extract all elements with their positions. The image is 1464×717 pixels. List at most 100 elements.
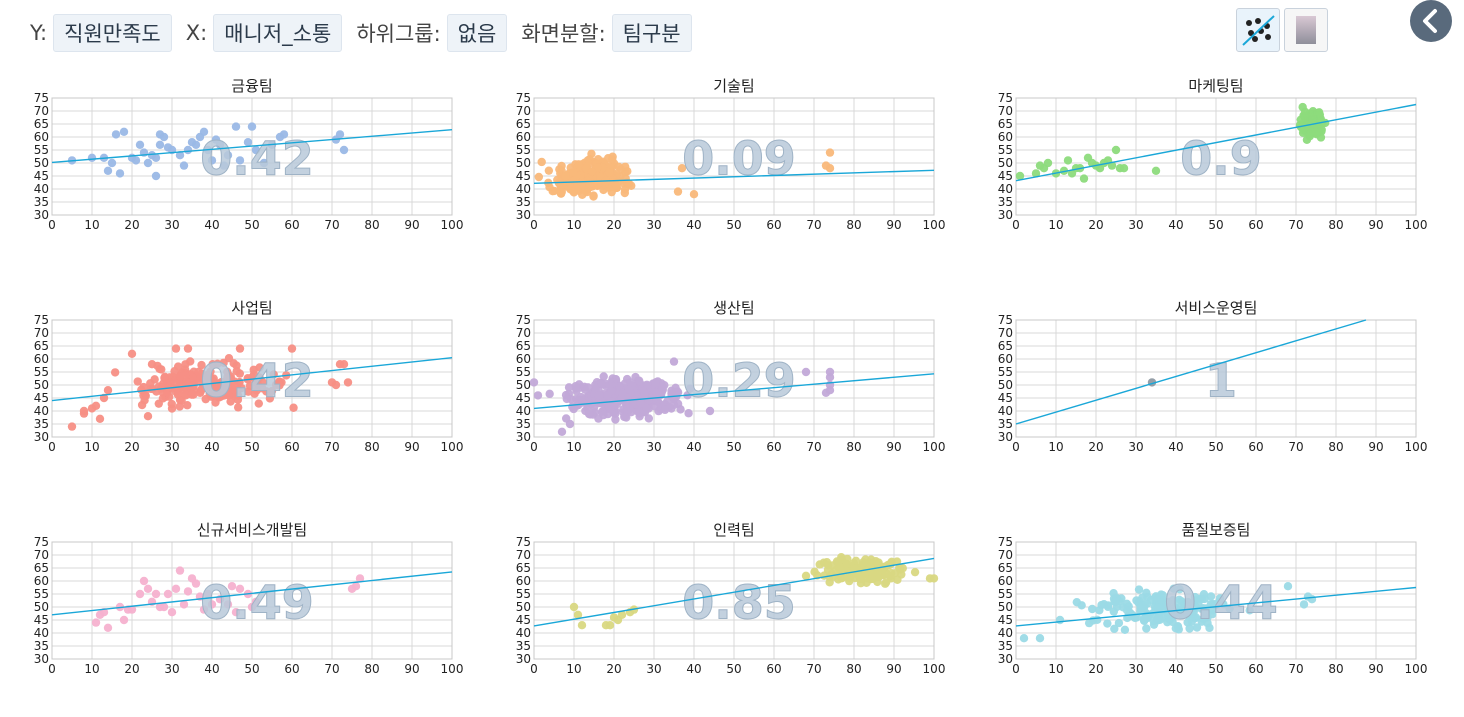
data-point: [287, 344, 297, 353]
data-point: [1095, 606, 1104, 615]
data-point: [1200, 594, 1209, 604]
data-point: [339, 360, 349, 369]
data-point: [219, 358, 228, 368]
plot-frame: [533, 541, 935, 660]
subgroup-select[interactable]: 없음: [446, 14, 508, 52]
data-point: [163, 589, 173, 599]
data-point: [533, 391, 543, 400]
data-point: [589, 191, 598, 200]
x-tick-label: 50: [726, 218, 741, 232]
back-button[interactable]: [1410, 0, 1452, 42]
x-variable-select[interactable]: 매니저_소통: [213, 14, 343, 52]
data-point: [235, 584, 245, 593]
y-tick-label: 50: [516, 600, 531, 614]
data-point: [226, 372, 235, 381]
trend-line: [51, 357, 453, 402]
data-point: [1149, 620, 1159, 629]
y-tick-label: 30: [516, 430, 531, 444]
data-point: [159, 132, 169, 142]
data-point: [1015, 171, 1025, 181]
data-point: [1059, 166, 1069, 175]
trend-line: [1015, 586, 1417, 627]
y-tick-label: 35: [34, 639, 49, 653]
data-point: [866, 574, 875, 584]
gradient-button[interactable]: [1284, 8, 1328, 52]
correlation-label: 0.9: [1180, 132, 1262, 186]
data-point: [555, 165, 564, 174]
y-tick-label: 35: [34, 417, 49, 431]
data-point: [1109, 607, 1119, 616]
data-point: [636, 398, 645, 408]
y-tick-label: 50: [34, 156, 49, 170]
x-tick-label: 80: [1328, 662, 1343, 676]
data-point: [910, 567, 920, 577]
y-tick-label: 55: [998, 143, 1013, 157]
y-tick-label: 50: [998, 156, 1013, 170]
data-point: [111, 130, 121, 139]
data-point: [197, 384, 207, 394]
data-point: [658, 385, 667, 395]
data-point: [1132, 596, 1141, 605]
y-tick-label: 35: [516, 195, 531, 209]
y-tick-label: 55: [516, 365, 531, 379]
y-tick-label: 55: [516, 143, 531, 157]
x-tick-label: 90: [404, 440, 419, 454]
y-variable-select[interactable]: 직원만족도: [53, 14, 172, 52]
y-tick-label: 70: [998, 548, 1013, 562]
data-point: [229, 385, 238, 394]
data-point: [529, 378, 539, 387]
x-tick-label: 10: [84, 440, 99, 454]
data-point: [171, 584, 181, 593]
panel-title: 서비스운영팀: [1175, 299, 1258, 317]
data-point: [119, 127, 129, 136]
data-point: [594, 154, 603, 164]
y-tick-label: 75: [34, 313, 49, 327]
data-point: [845, 576, 854, 586]
correlation-label: 0.85: [682, 576, 796, 630]
data-point: [233, 403, 243, 412]
y-tick-label: 60: [34, 574, 49, 588]
scatter-regression-button[interactable]: [1236, 8, 1280, 52]
data-point: [235, 344, 245, 353]
data-point: [107, 158, 117, 168]
data-point: [577, 621, 587, 630]
x-tick-label: 50: [726, 440, 741, 454]
x-tick-label: 40: [204, 218, 219, 232]
data-point: [1296, 115, 1305, 124]
data-point: [103, 623, 113, 632]
data-point: [154, 399, 163, 408]
y-tick-label: 30: [998, 208, 1013, 222]
data-point: [617, 610, 627, 619]
data-point: [131, 156, 141, 165]
y-tick-label: 45: [998, 613, 1013, 627]
data-point: [651, 378, 660, 387]
x-tick-label: 10: [566, 662, 581, 676]
x-tick-label: 90: [886, 440, 901, 454]
data-point: [95, 414, 105, 423]
x-tick-label: 0: [48, 440, 56, 454]
plot-frame: [1015, 319, 1417, 438]
data-point: [1175, 595, 1184, 605]
data-point: [143, 412, 153, 421]
data-point: [1134, 585, 1144, 594]
correlation-label: 0.49: [200, 576, 314, 630]
y-tick-label: 40: [998, 404, 1013, 418]
split-select[interactable]: 팀구분: [611, 14, 692, 52]
data-point: [191, 140, 201, 149]
data-point: [189, 382, 198, 391]
data-point: [1136, 604, 1145, 613]
data-point: [624, 385, 634, 394]
x-tick-label: 100: [441, 218, 464, 232]
correlation-label: 0.42: [200, 132, 314, 186]
x-tick-label: 60: [766, 218, 781, 232]
y-tick-label: 75: [516, 535, 531, 549]
y-tick-label: 30: [34, 652, 49, 666]
data-point: [1122, 599, 1132, 609]
data-point: [871, 556, 881, 566]
data-point: [219, 161, 229, 170]
data-point: [187, 390, 196, 399]
data-point: [842, 559, 851, 569]
data-point: [893, 575, 902, 584]
data-point: [856, 575, 865, 584]
y-tick-label: 45: [516, 391, 531, 405]
